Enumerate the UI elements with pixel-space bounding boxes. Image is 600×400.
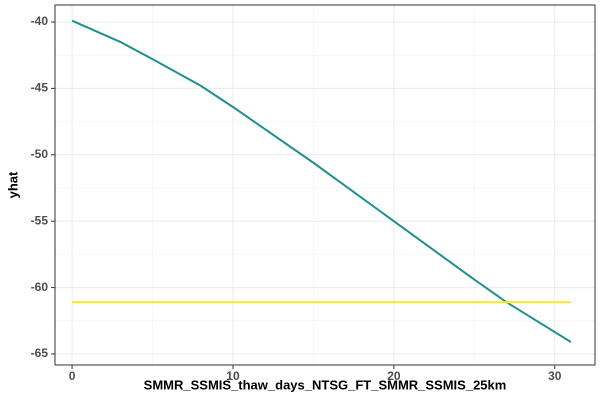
x-tick-label: 30 [548, 369, 562, 383]
y-tick-label: -65 [31, 346, 49, 360]
panel-border [54, 4, 596, 366]
y-axis-title: yhat [5, 171, 20, 198]
y-tick-label: -50 [31, 147, 49, 161]
y-tick-label: -40 [31, 14, 49, 28]
y-tick-label: -45 [31, 81, 49, 95]
x-axis-title: SMMR_SSMIS_thaw_days_NTSG_FT_SMMR_SSMIS_… [144, 377, 507, 392]
x-tick-label: 0 [69, 369, 76, 383]
x-tick-label: 20 [387, 369, 401, 383]
line [71, 19, 572, 343]
x-tick-label: 10 [226, 369, 240, 383]
y-tick-label: -55 [31, 213, 49, 227]
y-tick-label: -60 [31, 280, 49, 294]
